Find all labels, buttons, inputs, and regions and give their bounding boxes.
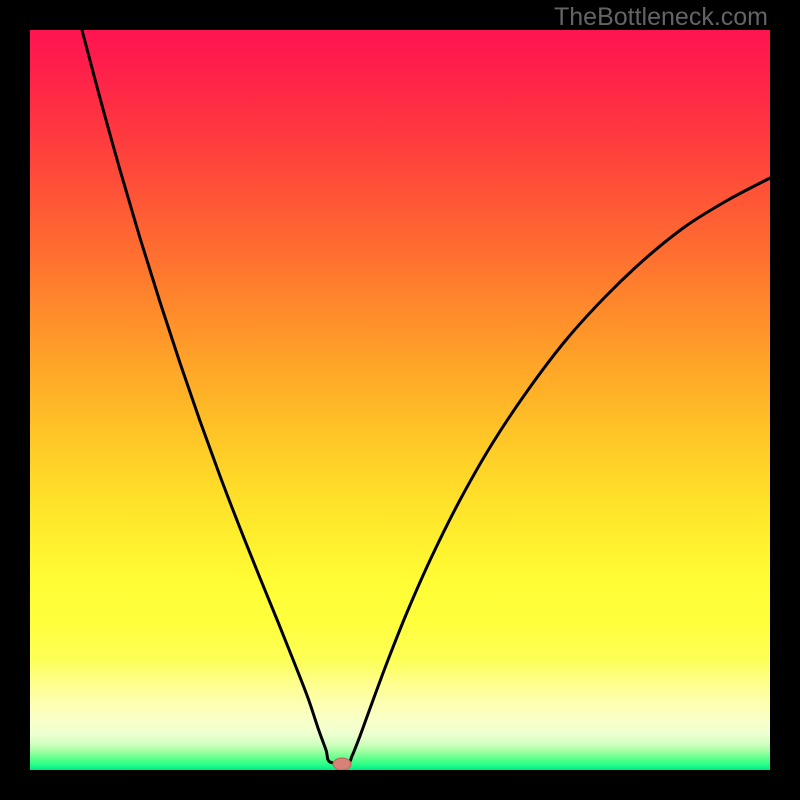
min-marker	[333, 758, 351, 770]
plot-area	[30, 30, 770, 770]
bottleneck-curve	[30, 30, 770, 770]
watermark-text: TheBottleneck.com	[554, 3, 768, 32]
